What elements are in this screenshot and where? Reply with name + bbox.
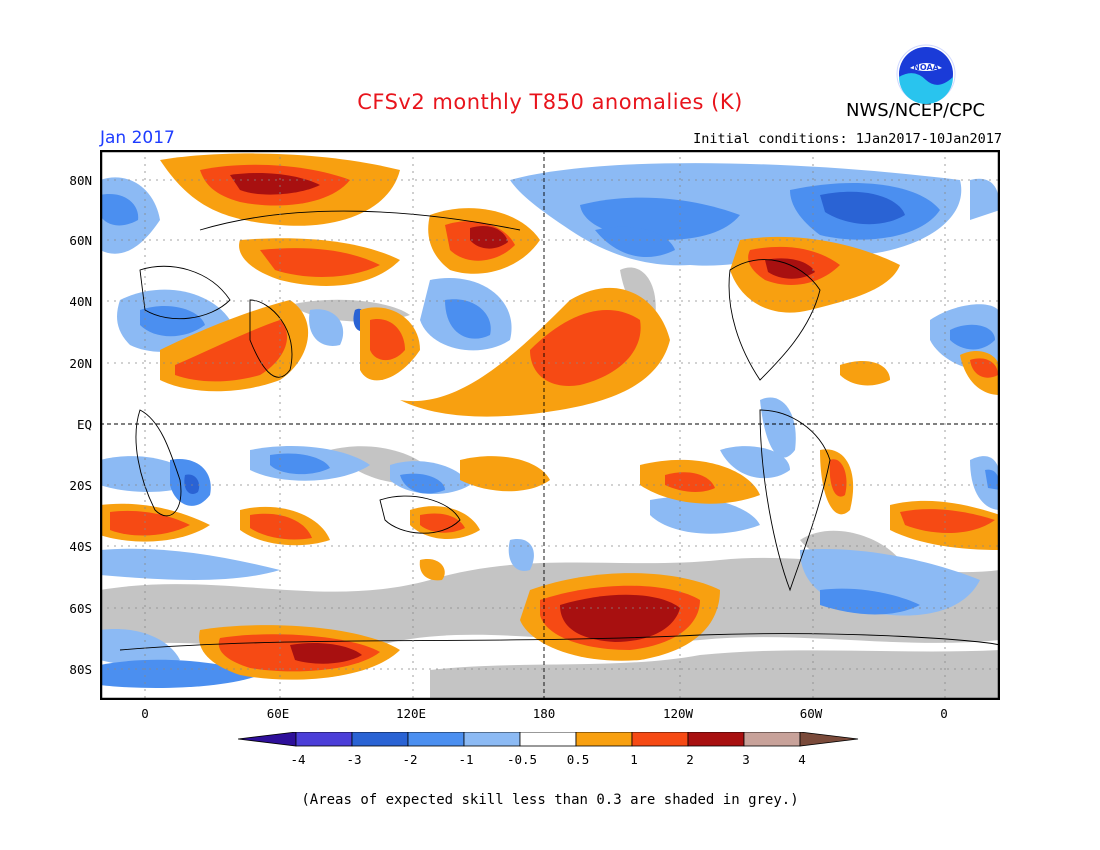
colorbar-box — [743, 732, 801, 747]
colorbar-label: -2 — [402, 752, 418, 767]
map-frame — [100, 150, 1000, 700]
equator-dateline — [100, 150, 1000, 700]
colorbar-label: -3 — [346, 752, 362, 767]
colorbar-label: -4 — [290, 752, 306, 767]
colorbar-box — [295, 732, 353, 747]
colorbar-label: 2 — [686, 752, 694, 767]
colorbar-arrow-low — [238, 732, 297, 747]
colorbar-label: 1 — [630, 752, 638, 767]
lon-label: 180 — [532, 706, 556, 721]
lat-label: 60S — [69, 601, 92, 616]
lat-label: 60N — [69, 233, 92, 248]
lon-label: 60W — [799, 706, 823, 721]
colorbar-label: -1 — [458, 752, 474, 767]
lon-label: 120E — [395, 706, 427, 721]
map-title: CFSv2 monthly T850 anomalies (K) — [357, 90, 743, 114]
colorbar-label: 3 — [742, 752, 750, 767]
lon-label: 0 — [141, 706, 149, 721]
forecast-month: Jan 2017 — [100, 128, 175, 148]
lat-label: 80S — [69, 662, 92, 677]
logo-text: NOAA — [913, 63, 939, 72]
initial-conditions: Initial conditions: 1Jan2017-10Jan2017 — [693, 131, 1002, 147]
colorbar-boxes — [238, 732, 859, 747]
colorbar-box — [631, 732, 689, 747]
colorbar-label: 0.5 — [566, 752, 590, 767]
colorbar-label: 4 — [798, 752, 806, 767]
lat-label: 40S — [69, 539, 92, 554]
lon-label: 0 — [940, 706, 948, 721]
skill-note: (Areas of expected skill less than 0.3 a… — [301, 792, 799, 808]
lat-label: 20S — [69, 478, 92, 493]
lat-label: 20N — [69, 356, 92, 371]
agency-label: NWS/NCEP/CPC — [846, 100, 986, 121]
colorbar-box — [463, 732, 521, 747]
colorbar-arrow-high — [799, 732, 859, 747]
graticule — [100, 150, 1000, 700]
colorbar-label: -0.5 — [506, 752, 538, 767]
colorbar-box — [407, 732, 465, 747]
coastlines — [119, 210, 1000, 651]
colorbar-box — [575, 732, 633, 747]
noaa-logo: NOAA — [896, 44, 956, 104]
lon-label: 60E — [266, 706, 290, 721]
lat-label: 80N — [69, 173, 92, 188]
colorbar — [238, 732, 859, 747]
colorbar-box — [519, 732, 577, 747]
lon-label: 120W — [662, 706, 694, 721]
colorbar-box — [687, 732, 745, 747]
lat-label: 40N — [69, 294, 92, 309]
anomaly-map — [100, 150, 1000, 700]
colorbar-box — [351, 732, 409, 747]
lat-label: EQ — [76, 417, 92, 432]
anomaly-fields — [100, 153, 1000, 700]
